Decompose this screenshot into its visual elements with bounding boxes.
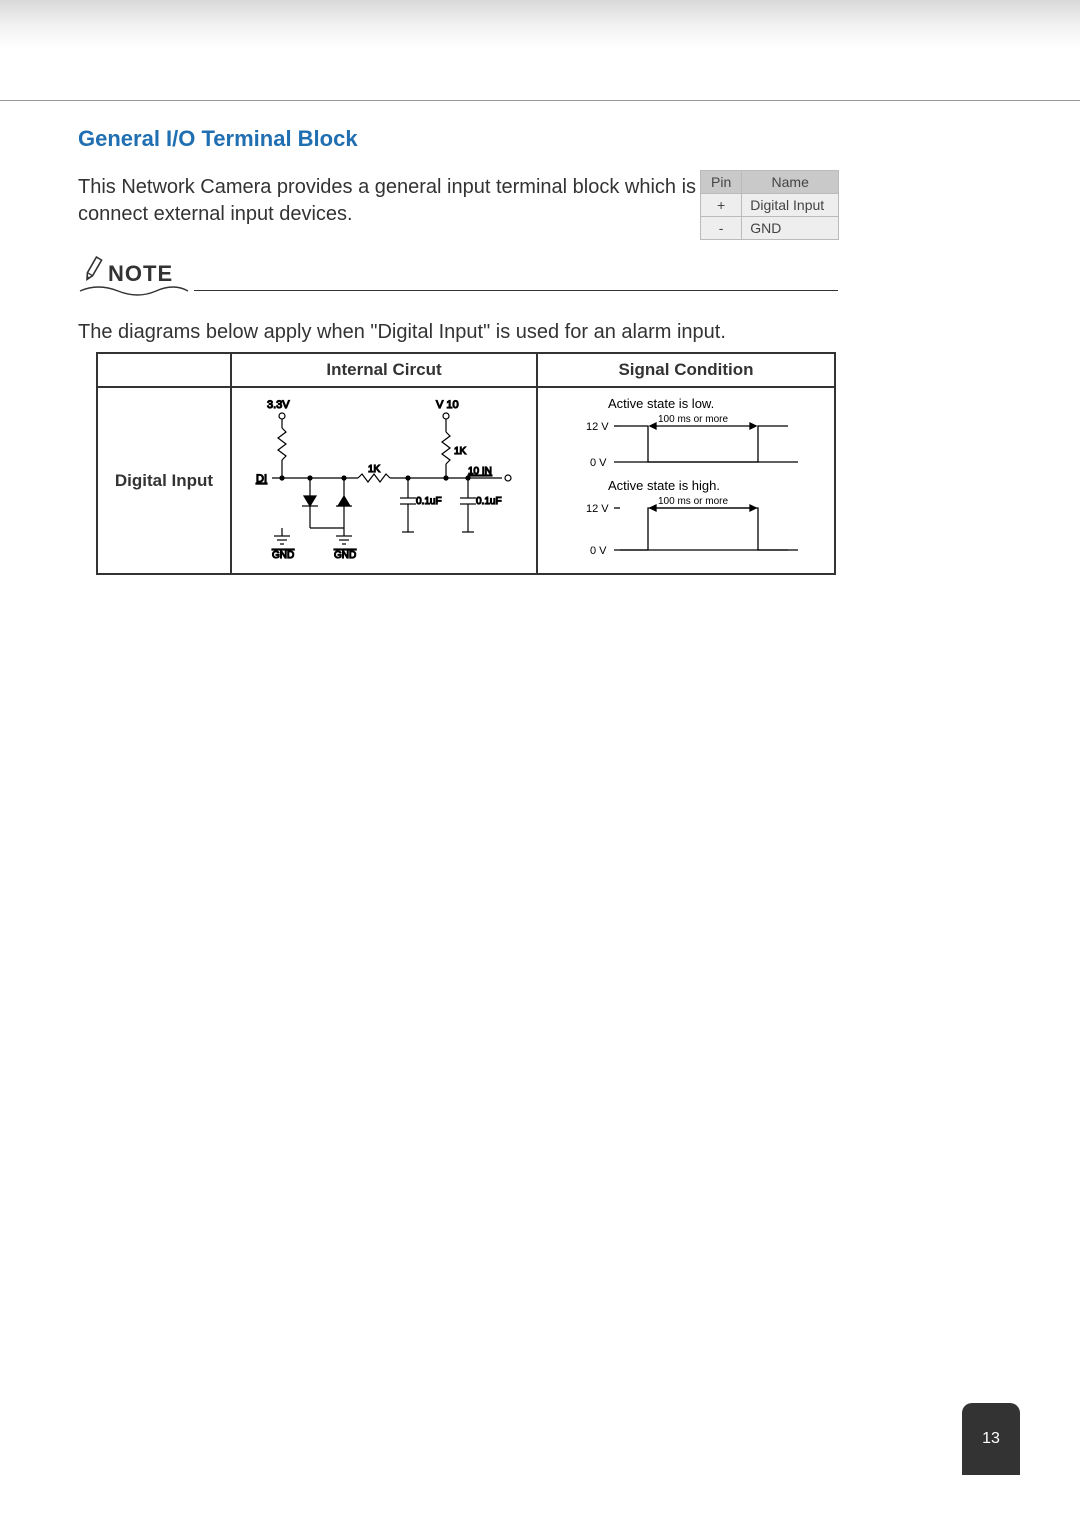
label-di: DI <box>256 473 267 485</box>
sig-low-vlo: 0 V <box>590 457 607 469</box>
signal-condition-diagram: Active state is low. 100 ms or more 12 V… <box>538 388 834 568</box>
label-cap2: 0.1uF <box>476 496 502 507</box>
diagram-table: Internal Circut Signal Condition Digital… <box>96 352 836 575</box>
sig-high-vhi: 12 V <box>586 503 609 515</box>
header-gradient <box>0 0 1080 48</box>
label-v10: V 10 <box>436 399 459 411</box>
label-r-top: 1K <box>454 446 467 457</box>
diagram-header-signal: Signal Condition <box>537 353 835 387</box>
pin-cell: GND <box>742 217 839 240</box>
pin-table: Pin Name + Digital Input - GND <box>700 170 839 240</box>
pin-cell: Digital Input <box>742 194 839 217</box>
page-number-tab: 13 <box>962 1403 1020 1475</box>
label-cap1: 0.1uF <box>416 496 442 507</box>
diagram-empty-header <box>97 353 231 387</box>
note-underline <box>78 281 190 297</box>
label-10in: 10 IN <box>468 466 492 477</box>
sig-low-duration: 100 ms or more <box>658 414 728 425</box>
label-gnd1: GND <box>272 550 294 561</box>
section-title: General I/O Terminal Block <box>78 126 838 152</box>
signal-condition-cell: Active state is low. 100 ms or more 12 V… <box>537 387 835 574</box>
sig-high-title: Active state is high. <box>608 478 720 493</box>
diagram-header-internal: Internal Circut <box>231 353 537 387</box>
table-row: - GND <box>701 217 839 240</box>
internal-circuit-diagram: 3.3V DI 1K <box>232 388 536 568</box>
pin-table-header-name: Name <box>742 171 839 194</box>
note-rule <box>194 290 838 291</box>
pin-cell: - <box>701 217 742 240</box>
label-r-mid: 1K <box>368 464 381 475</box>
label-gnd2: GND <box>334 550 356 561</box>
pin-cell: + <box>701 194 742 217</box>
sig-high-duration: 100 ms or more <box>658 496 728 507</box>
page-number: 13 <box>982 1430 1000 1448</box>
table-row: + Digital Input <box>701 194 839 217</box>
header-rule <box>0 100 1080 101</box>
note-header: NOTE <box>78 255 838 297</box>
internal-circuit-cell: 3.3V DI 1K <box>231 387 537 574</box>
sig-low-title: Active state is low. <box>608 396 714 411</box>
diagram-row-label: Digital Input <box>97 387 231 574</box>
note-paragraph: The diagrams below apply when "Digital I… <box>78 319 838 346</box>
label-3v3: 3.3V <box>267 399 290 411</box>
pin-table-header-pin: Pin <box>701 171 742 194</box>
sig-high-vlo: 0 V <box>590 545 607 557</box>
sig-low-vhi: 12 V <box>586 421 609 433</box>
